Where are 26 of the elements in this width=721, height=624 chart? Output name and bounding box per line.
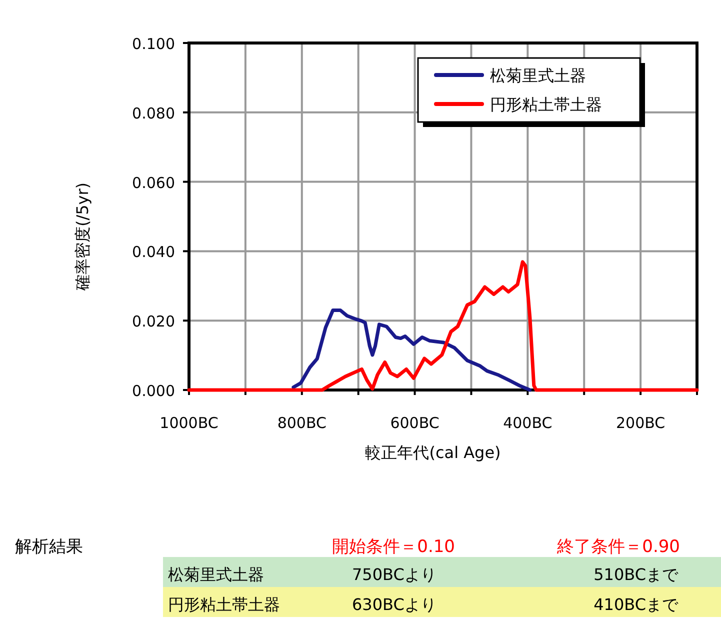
x-tick-label: 200BC (616, 414, 666, 432)
legend-label: 松菊里式土器 (490, 66, 586, 85)
text: 円形粘土帯土器 (168, 595, 280, 614)
y-tick-label: 0.060 (132, 174, 175, 192)
legend-label: 円形粘土帯土器 (490, 95, 602, 114)
x-tick-label: 400BC (503, 414, 552, 432)
text: 510BCまで (594, 565, 679, 584)
y-tick-label: 0.080 (132, 104, 175, 122)
text: 松菊里式土器 (168, 565, 264, 584)
text: 750BCより (352, 565, 436, 584)
x-tick-label: 1000BC (160, 414, 218, 432)
text: 終了条件＝0.90 (556, 537, 680, 557)
text: 開始条件＝0.10 (332, 537, 455, 557)
line-series (187, 260, 699, 392)
y-tick-label: 0.100 (132, 35, 175, 53)
text: 解析結果 (15, 537, 83, 557)
y-tick-label: 0.000 (132, 382, 175, 400)
text: 410BCまで (594, 595, 679, 614)
x-tick-label: 600BC (390, 414, 440, 432)
x-axis-title: 較正年代(cal Age) (365, 443, 501, 462)
line-series (292, 308, 532, 392)
y-axis-title: 確率密度(/5yr) (73, 182, 92, 292)
x-tick-label: 800BC (277, 414, 326, 432)
y-tick-label: 0.040 (132, 243, 175, 262)
y-tick-label: 0.020 (132, 312, 175, 331)
text: 630BCより (352, 595, 436, 614)
